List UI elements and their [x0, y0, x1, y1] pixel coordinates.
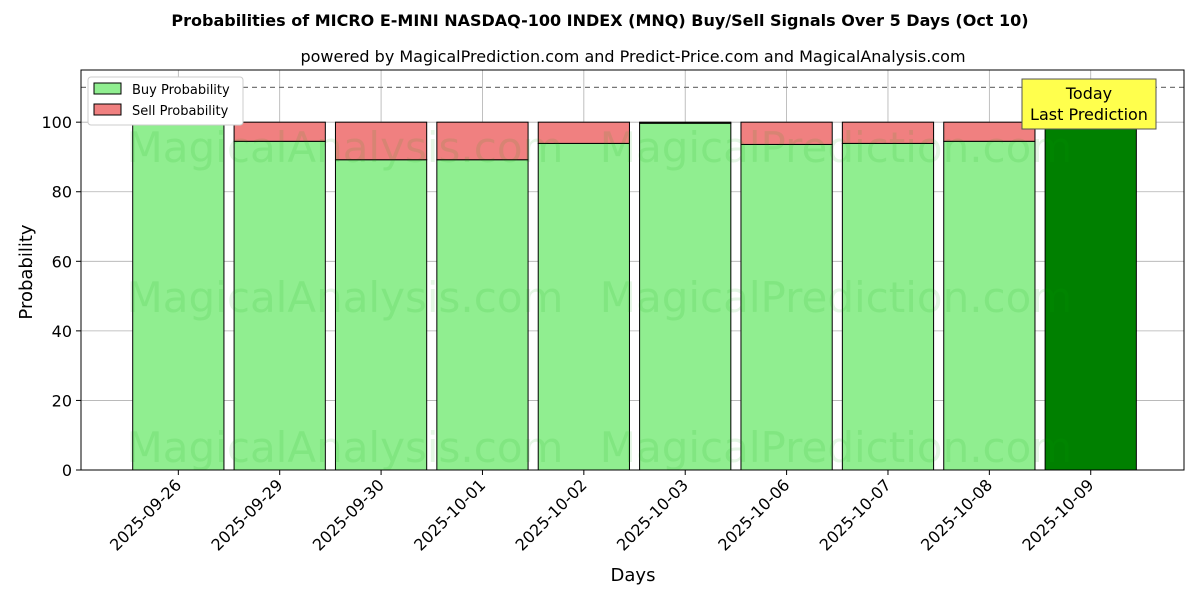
chart-title: Probabilities of MICRO E-MINI NASDAQ-100… [171, 11, 1028, 30]
legend-swatch-sell [93, 103, 122, 116]
bar-sell [233, 121, 326, 142]
watermark: MagicalAnalysis.com [127, 273, 564, 322]
today-annotation: Today Last Prediction [1021, 78, 1157, 130]
watermark: MagicalPrediction.com [600, 423, 1073, 472]
y-axis: 0 20 40 60 80 100 [41, 113, 81, 480]
bar-sell [740, 121, 833, 145]
legend-label-sell: Sell Probability [132, 104, 229, 119]
legend-frame [87, 76, 244, 126]
watermark: MagicalPrediction.com [600, 273, 1073, 322]
bar-sell [537, 121, 630, 144]
x-tick-label: 2025-09-26 [106, 475, 185, 554]
x-tick-label: 2025-10-08 [917, 475, 996, 554]
chart-subtitle: powered by MagicalPrediction.com and Pre… [300, 47, 965, 66]
bar-buy [436, 159, 529, 471]
x-tick-label: 2025-10-09 [1018, 475, 1097, 554]
today-annotation-box [1021, 78, 1157, 130]
y-tick-label: 20 [52, 391, 72, 410]
bar-sell [334, 121, 428, 161]
y-tick-label: 80 [52, 183, 72, 202]
bar-sell [841, 121, 935, 144]
bar-buy [841, 142, 935, 471]
bar-buy [639, 122, 732, 471]
y-tick-label: 100 [41, 113, 72, 132]
bar-sell [943, 121, 1036, 142]
y-axis-label: Probability [16, 224, 37, 319]
bars [132, 121, 1137, 471]
last-prediction-label: Last Prediction [1030, 105, 1148, 124]
x-axis-label: Days [611, 565, 656, 586]
legend-swatch-buy [93, 82, 122, 95]
x-tick-label: 2025-10-03 [613, 475, 692, 554]
bar-sell [639, 121, 732, 124]
watermark: MagicalAnalysis.com [127, 123, 564, 172]
plot-frame [80, 69, 1185, 471]
bar-buy [132, 121, 225, 471]
x-tick-label: 2025-09-29 [207, 475, 286, 554]
bar-buy [943, 140, 1036, 471]
watermark: MagicalAnalysis.com [127, 423, 564, 472]
x-tick-label: 2025-10-07 [816, 475, 895, 554]
bar-buy [1044, 121, 1137, 471]
x-tick-label: 2025-10-06 [714, 475, 793, 554]
bar-sell [436, 121, 529, 161]
bar-buy [740, 143, 833, 471]
today-label: Today [1065, 84, 1112, 103]
legend-label-buy: Buy Probability [132, 83, 230, 98]
y-tick-label: 40 [52, 322, 72, 341]
bar-buy [334, 159, 428, 471]
x-axis: 2025-09-26 2025-09-29 2025-09-30 2025-10-01… [106, 470, 1098, 555]
x-tick-label: 2025-10-02 [511, 475, 590, 554]
x-tick-label: 2025-09-30 [309, 475, 388, 554]
watermarks: MagicalAnalysis.com MagicalPrediction.com… [127, 123, 1073, 472]
bar-buy [537, 142, 630, 471]
watermark: MagicalPrediction.com [600, 123, 1073, 172]
legend: Buy Probability Sell Probability [87, 76, 244, 126]
y-tick-label: 60 [52, 252, 72, 271]
y-tick-label: 0 [62, 461, 72, 480]
x-tick-label: 2025-10-01 [410, 475, 489, 554]
